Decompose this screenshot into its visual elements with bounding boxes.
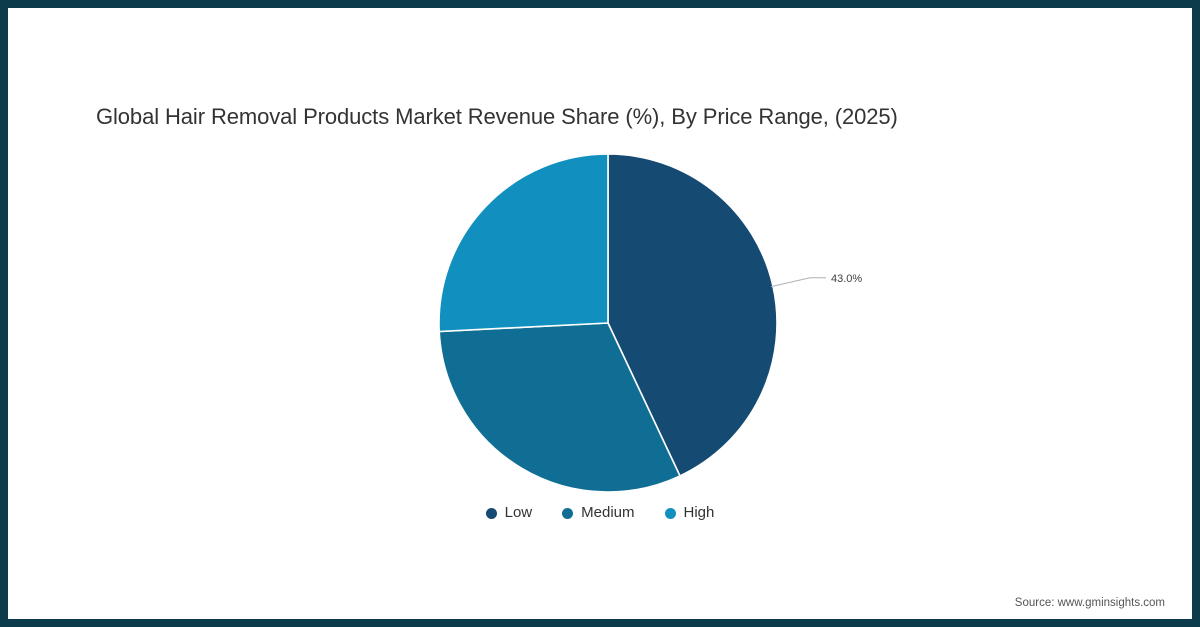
pie-chart-area: 43.0% — [8, 8, 1192, 619]
pie-slice-group — [438, 153, 778, 493]
pie-leader-line-low — [770, 277, 826, 288]
legend-item-medium[interactable]: Medium — [562, 504, 635, 522]
legend-swatch-icon-medium — [562, 507, 574, 519]
page-title: Global Hair Removal Products Market Reve… — [96, 104, 898, 129]
pie-slice-medium[interactable] — [438, 322, 682, 493]
legend-swatch-icon-low — [485, 507, 497, 519]
pie-chart-svg: 43.0% — [438, 153, 862, 493]
legend-item-low[interactable]: Low — [485, 504, 533, 522]
pie-data-label-low: 43.0% — [831, 273, 862, 285]
chart-canvas: Global Hair Removal Products Market Reve… — [8, 8, 1192, 619]
legend-item-high[interactable]: High — [664, 504, 715, 522]
legend-label: Low — [504, 504, 533, 521]
source-attribution: Source: www.gminsights.com — [1014, 597, 1165, 609]
legend-label: High — [683, 504, 715, 521]
pie-slice-high[interactable] — [438, 153, 609, 333]
legend-swatch-icon-high — [664, 507, 676, 519]
chart-legend: Low Medium High — [8, 504, 1192, 522]
pie-label-group: 43.0% — [831, 273, 862, 285]
pie-leader-line-group — [770, 277, 826, 288]
legend-label: Medium — [581, 504, 635, 521]
